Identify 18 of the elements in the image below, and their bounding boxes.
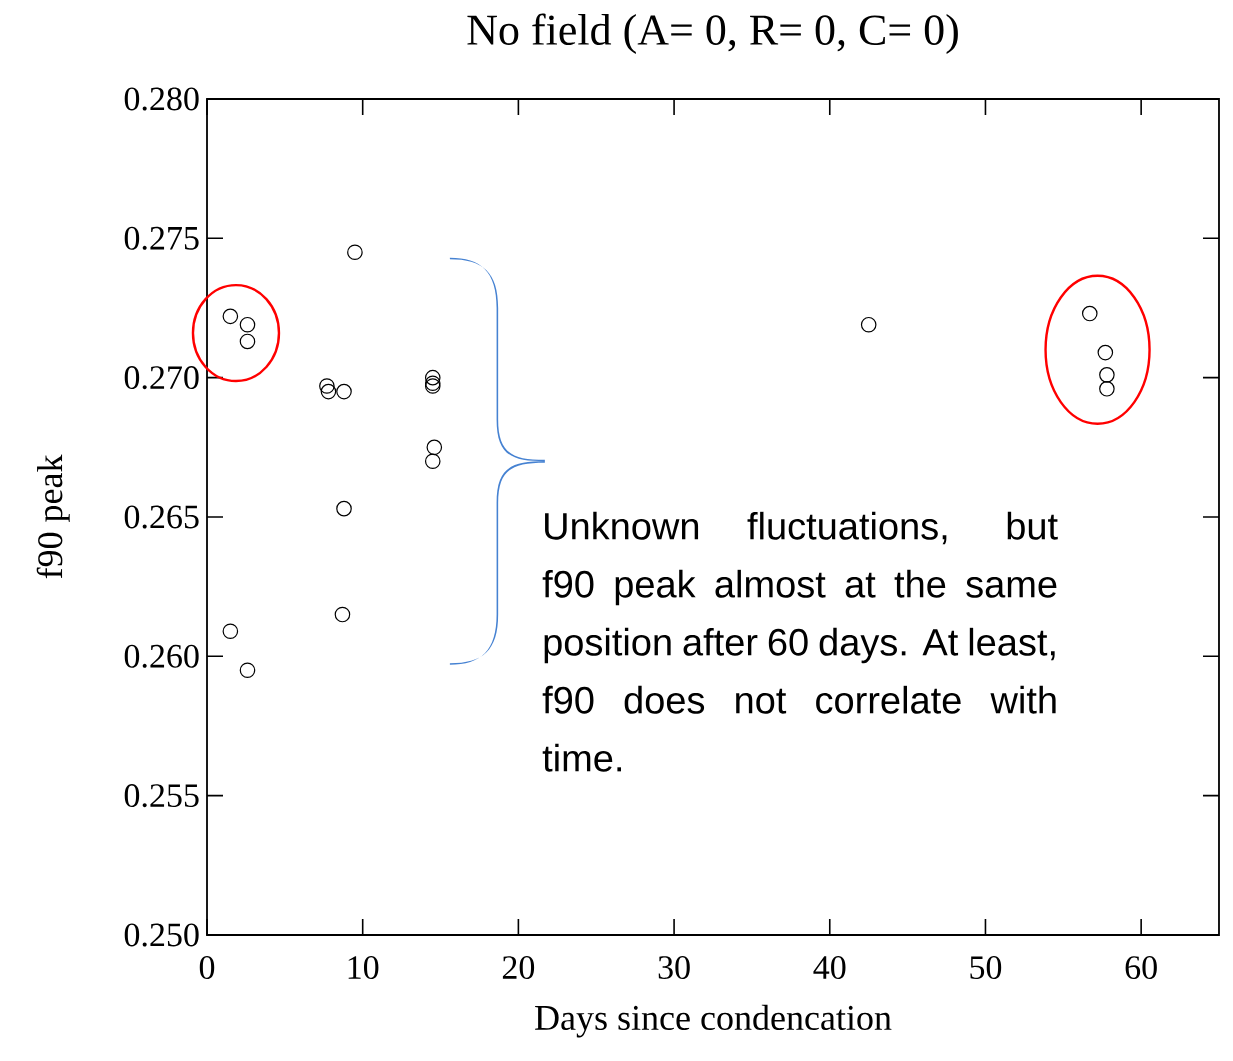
x-tick-label: 10 [348,956,379,980]
y-tick-label: 0.270 [124,366,199,390]
y-tick-label: 0.265 [124,505,199,529]
y-tick-label: 0.255 [124,784,199,808]
x-tick-label: 20 [502,956,535,980]
y-tick-label: 0.280 [124,87,199,111]
x-tick-label: 40 [813,956,846,980]
annotation: Unknown fluctuations, but f90 peak almost at the same position after 60 days. At least, f90 does not correlate with time. [542,511,1058,772]
x-axis-title: Days since condencation [535,1004,892,1038]
y-tick-label: 0.275 [124,226,199,250]
x-tick-label: 60 [1125,956,1157,980]
x-tick-label: 0 [199,956,215,980]
x-tick-label: 30 [658,956,690,980]
y-axis-title: f90 peak [36,454,70,579]
chart-title: No field (A= 0, R= 0, C= 0) [467,13,958,54]
x-tick-label: 50 [970,956,1002,980]
y-tick-label: 0.260 [124,644,199,668]
y-tick-label: 0.250 [124,923,199,947]
